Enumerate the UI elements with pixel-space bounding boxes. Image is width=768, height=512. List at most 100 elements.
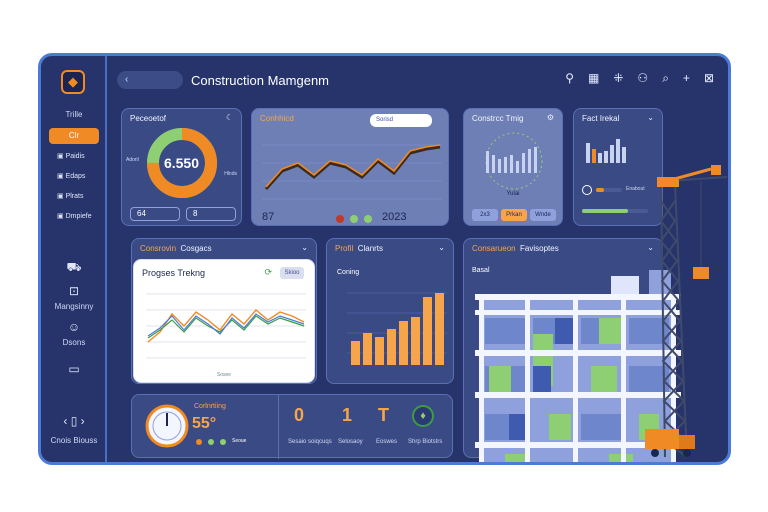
- grid-icon[interactable]: ⁜: [613, 71, 624, 85]
- toolbar-icons: ⚲ ▦ ⁜ ⚇ ⌕ + ⊠: [565, 71, 714, 86]
- sidebar: ◆ Trille Clr ▣ Paidis ▣ Edaps ▣ Plrats ▣…: [41, 56, 107, 462]
- bar2-fill: [582, 209, 629, 213]
- search-icon[interactable]: ⌕: [662, 71, 669, 85]
- donut-pill-left[interactable]: 64: [130, 207, 180, 221]
- sidebar-item-dmpiefe[interactable]: ▣ Dmpiefe: [57, 213, 92, 220]
- profit-bar-3: [387, 329, 396, 365]
- progress-title: Progses Trekng: [142, 268, 206, 278]
- tracking-card: Constrcc Tmig ⚙ Yulai 2x3 Prkan Wnde: [463, 108, 563, 226]
- sidebar-item-paidis[interactable]: ▣ Paidis: [57, 153, 85, 160]
- profit-card-title: Profil Clanrts: [335, 244, 384, 253]
- bar1-label: Enabout: [626, 186, 645, 192]
- stat-caption-3: Shrp Biotstrs: [408, 439, 443, 445]
- tracking-btn-mid[interactable]: Prkan: [501, 209, 527, 221]
- legend-dot-orange: [196, 439, 202, 445]
- status-dot-red: [336, 215, 344, 223]
- line-chart-card: Conhhicd Sorisd 87 2023: [251, 108, 449, 226]
- shield-logo-icon[interactable]: ◆: [61, 70, 85, 94]
- donut-right-label: Hlnds: [224, 171, 237, 177]
- fast-card: Fact Irekal ⌄ Enabout: [573, 108, 663, 226]
- progress-series-blue: [147, 313, 305, 337]
- line-chart: [262, 144, 442, 200]
- gauge-icon: [145, 404, 189, 448]
- chevron-down-icon[interactable]: ⌄: [647, 113, 654, 122]
- tracking-bar-chart: [485, 132, 543, 190]
- chat-icon[interactable]: ▭: [68, 362, 80, 376]
- tracking-btn-right[interactable]: Wnde: [530, 209, 556, 221]
- calendar-icon[interactable]: ▦: [588, 71, 600, 85]
- profit-bar-6: [423, 297, 432, 365]
- donut-pill-right[interactable]: 8: [186, 207, 236, 221]
- donut-card: Peceoetof ☾ 6.550 Adoril Hlnds 64 8: [121, 108, 242, 226]
- sidebar-footer[interactable]: Cnois Biouss: [50, 436, 98, 445]
- sidebar-item-active[interactable]: Clr: [49, 128, 99, 144]
- construction-sub-label: Basal: [472, 267, 490, 274]
- progress-xcap: Sosee: [216, 372, 232, 378]
- add-icon[interactable]: +: [682, 71, 690, 85]
- profit-sub-label: Coning: [337, 269, 360, 276]
- doc-icon: ▣: [57, 153, 66, 160]
- expand-icon[interactable]: ⊠: [703, 71, 714, 85]
- donut-card-title: Peceoetof: [130, 114, 167, 123]
- progress-button[interactable]: Skioo: [280, 267, 304, 279]
- bottom-card-title: Corlnrtiing: [194, 403, 226, 410]
- bottom-stats-card: Corlnrtiing 55° Seoue 0 Sesaio soiqcuqs …: [131, 394, 453, 459]
- truck-vehicle: [645, 429, 695, 457]
- face-icon[interactable]: ☺: [67, 320, 81, 334]
- line-card-search[interactable]: Sorisd: [370, 114, 432, 127]
- image-icon: ▣: [57, 193, 66, 200]
- profit-bar-2: [375, 337, 384, 365]
- stat-caption-2: Eoswes: [376, 439, 398, 445]
- pager-icon[interactable]: ‹ ▯ ›: [63, 414, 85, 428]
- sidebar-item-edaps[interactable]: ▣ Edaps: [57, 173, 86, 180]
- progress-series-orange: [147, 309, 305, 343]
- status-dot-green: [350, 215, 358, 223]
- menu-icon[interactable]: ☾: [225, 113, 233, 122]
- sidebar-heading: Trille: [65, 110, 83, 119]
- tracking-footer: Yulai: [506, 191, 520, 197]
- gear-icon[interactable]: ⚙: [546, 113, 554, 122]
- sidebar-item-mangsinny[interactable]: Mangsinny: [54, 302, 94, 311]
- tracking-card-title: Constrcc Tmig: [472, 114, 524, 123]
- progress-line-chart: [146, 293, 306, 359]
- profit-bar-4: [399, 321, 408, 365]
- bar2-track: [582, 209, 648, 213]
- location-icon[interactable]: ⚲: [565, 71, 575, 85]
- back-button[interactable]: ‹: [117, 71, 183, 89]
- stat-value-1: 1: [342, 405, 353, 425]
- stat-caption-0: Sesaio soiqcuqs: [288, 439, 332, 445]
- chevron-down-icon-2[interactable]: ⌄: [301, 243, 308, 252]
- donut-value: 6.550: [163, 155, 200, 171]
- bar1-track: [596, 188, 622, 192]
- chevron-down-icon-4[interactable]: ⌄: [647, 243, 654, 252]
- divider: [278, 395, 279, 459]
- chevron-down-icon-3[interactable]: ⌄: [438, 243, 445, 252]
- crane-illustration: [645, 165, 728, 458]
- progress-refresh-icon[interactable]: ⟳: [264, 267, 272, 277]
- donut-chart: [147, 128, 217, 198]
- legend-dot-green-2: [220, 439, 226, 445]
- fast-bar-chart: [586, 139, 626, 163]
- building-illustration: [475, 270, 681, 462]
- tracking-btn-left[interactable]: 2x3: [472, 209, 498, 221]
- report-icon: ▣: [57, 213, 66, 220]
- truck-icon[interactable]: ⛟: [66, 260, 82, 274]
- sidebar-item-plrats[interactable]: ▣ Plrats: [57, 193, 84, 200]
- status-dot-green-2: [364, 215, 372, 223]
- donut-left-label: Adoril: [126, 157, 139, 163]
- stat-value-2: T: [378, 405, 389, 425]
- line-right-value: 2023: [382, 211, 407, 223]
- stat-value-0: 0: [294, 405, 305, 425]
- donut-arc: [147, 128, 217, 198]
- progress-tracking-card: Progses Trekng ⟳ Skioo Sosee: [133, 259, 315, 383]
- user-icon[interactable]: ⚇: [637, 71, 649, 85]
- profit-bar-chart: [347, 292, 447, 365]
- page-title: Construction Mamgenm: [191, 73, 329, 88]
- legend-dot-green: [208, 439, 214, 445]
- line-series-shadow: [264, 145, 441, 190]
- sidebar-item-dsons[interactable]: Dsons: [62, 338, 86, 347]
- leaf-icon: ♦: [412, 405, 434, 427]
- lock-icon[interactable]: ⊡: [68, 284, 80, 298]
- gauge-percent: 55°: [192, 415, 217, 432]
- line-series: [265, 144, 441, 188]
